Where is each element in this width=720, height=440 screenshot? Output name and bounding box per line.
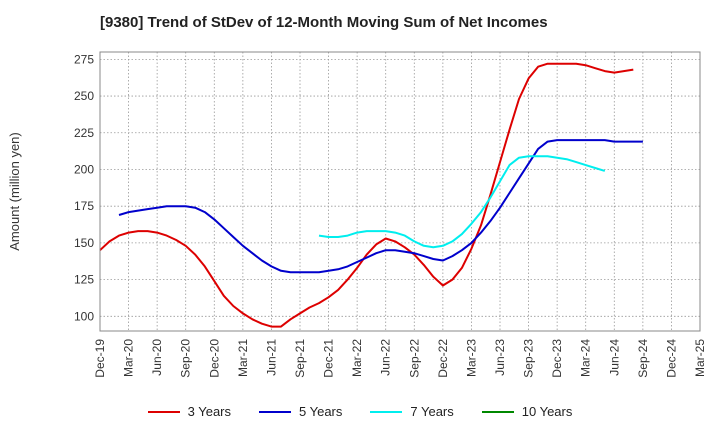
x-tick-label: Mar-23 [464, 339, 478, 377]
x-tick-label: Sep-23 [522, 339, 536, 378]
x-tick-label: Jun-20 [150, 339, 164, 376]
x-tick-label: Mar-25 [693, 339, 707, 377]
legend-label-10-years: 10 Years [521, 404, 573, 419]
legend-label-3-years: 3 Years [187, 404, 231, 419]
legend-swatch-3-years [147, 410, 180, 413]
x-tick-label: Sep-20 [179, 339, 193, 378]
series-line-3-years [99, 62, 634, 328]
x-tick-label: Jun-23 [493, 339, 507, 376]
x-tick-label: Jun-24 [607, 339, 621, 376]
series-line-7-years [318, 155, 606, 249]
x-tick-label: Jun-22 [379, 339, 393, 376]
y-tick-label: 175 [74, 199, 94, 213]
x-tick-label: Dec-24 [664, 339, 678, 378]
legend-label-7-years: 7 Years [410, 404, 454, 419]
x-tick-label: Dec-23 [550, 339, 564, 378]
legend-label-5-years: 5 Years [299, 404, 343, 419]
x-tick-label: Dec-19 [93, 339, 107, 378]
y-axis-label: Amount (million yen) [7, 132, 22, 251]
y-tick-label: 200 [74, 162, 94, 176]
y-tick-label: 100 [74, 309, 94, 323]
y-tick-label: 225 [74, 126, 94, 140]
legend-item-5-years: 5 Years [259, 404, 342, 419]
x-tick-label: Dec-20 [207, 339, 221, 378]
legend-item-7-years: 7 Years [370, 404, 454, 419]
legend-swatch-10-years [481, 410, 514, 413]
grid [99, 52, 701, 331]
legend-item-10-years: 10 Years [481, 404, 573, 419]
legend-swatch-5-years [259, 410, 291, 413]
axis-ticks: Dec-19 Mar-20 Jun-20 Sep-20 Dec-20 Mar-21 Jun-… [74, 52, 707, 377]
series-lines [99, 62, 643, 328]
x-tick-label: Dec-21 [322, 339, 336, 378]
series-line-5-years [118, 139, 643, 274]
legend-item-3-years: 3 Years [147, 404, 231, 419]
legend-swatch-7-years [370, 410, 403, 413]
x-tick-label: Sep-24 [636, 339, 650, 378]
y-tick-label: 125 [74, 273, 94, 287]
legend: 3 Years 5 Years 7 Years 10 Years [0, 404, 720, 419]
x-tick-label: Mar-20 [122, 339, 136, 377]
x-tick-label: Sep-22 [407, 339, 421, 378]
chart-title: [9380] Trend of StDev of 12-Month Moving… [100, 14, 548, 31]
y-tick-label: 250 [74, 89, 94, 103]
x-tick-label: Mar-22 [350, 339, 364, 377]
x-tick-label: Mar-24 [579, 339, 593, 377]
x-tick-label: Jun-21 [264, 339, 278, 376]
x-tick-label: Mar-21 [236, 339, 250, 377]
x-tick-label: Dec-22 [436, 339, 450, 378]
y-tick-label: 275 [74, 52, 94, 66]
line-chart: Dec-19 Mar-20 Jun-20 Sep-20 Dec-20 Mar-21 Jun-… [7, 51, 707, 378]
x-tick-label: Sep-21 [293, 339, 307, 378]
plot-frame [99, 51, 701, 332]
y-tick-label: 150 [74, 236, 94, 250]
